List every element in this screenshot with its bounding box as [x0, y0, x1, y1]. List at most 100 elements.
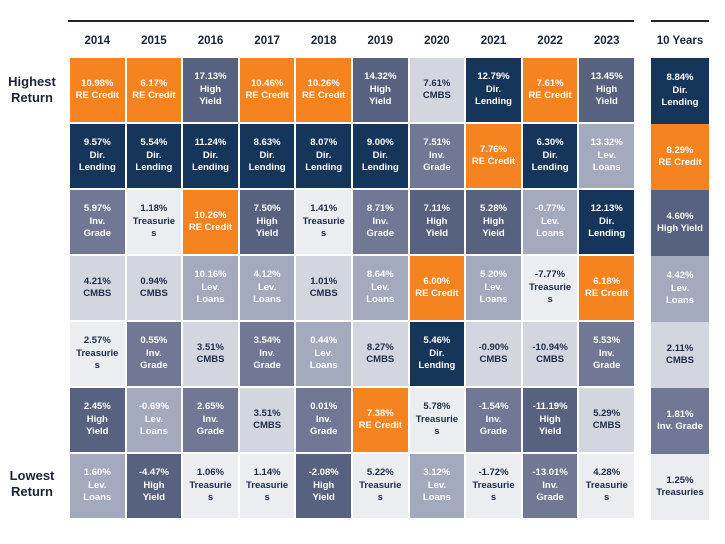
asset-class-label: Inv. Grade [309, 413, 338, 438]
asset-class-label: Lev. Loans [666, 282, 694, 307]
asset-class-label: Inv. Grade [196, 413, 225, 438]
column-header-year: 2019 [367, 35, 394, 47]
asset-class-label: Inv. Grade [140, 347, 168, 372]
asset-class-label: High Yield [595, 83, 618, 108]
return-value: 4.12% [253, 269, 281, 281]
return-cell: 1.60% Lev. Loans [70, 454, 125, 518]
return-value: 6.00% [423, 275, 451, 287]
return-value: -1.54% [478, 401, 509, 413]
return-value: 11.24% [194, 137, 227, 149]
return-cell: 8.84% Dir. Lending [651, 58, 709, 124]
return-value: 1.18% [140, 203, 168, 215]
return-value: 5.22% [366, 467, 394, 479]
asset-class-label: Dir. Lending [531, 149, 569, 174]
column-header-year: 2015 [141, 35, 167, 47]
return-cell: 1.06% Treasuries [183, 454, 238, 518]
return-cell: 9.57% Dir. Lending [70, 124, 125, 188]
asset-class-label: Treasuries [245, 479, 289, 504]
return-value: 1.01% [310, 275, 338, 287]
return-cell: 6.18% RE Credit [579, 256, 634, 320]
ten-years-column: 8.84% Dir. Lending 8.29% RE Credit 4.60% High… [651, 58, 709, 520]
asset-class-label: Lev. Loans [479, 281, 508, 306]
return-cell: 4.21% CMBS [70, 256, 125, 320]
return-value: 14.32% [364, 71, 397, 83]
return-value: -0.77% [535, 203, 566, 215]
return-value: 5.28% [480, 203, 507, 215]
return-cell: 5.20% Lev. Loans [466, 256, 521, 320]
return-value: 8.63% [253, 137, 281, 149]
asset-class-label: High Yield [482, 215, 505, 240]
return-cell: 6.30% Dir. Lending [522, 124, 578, 188]
return-cell: 2.45% High Yield [70, 388, 125, 452]
return-cell: 1.41% Treasuries [296, 190, 351, 254]
return-value: 10.46% [250, 77, 284, 89]
asset-class-label: Inv. Grade [253, 347, 281, 372]
return-value: 8.29% [666, 144, 694, 156]
return-value: 10.26% [307, 77, 340, 89]
return-value: 5.53% [593, 335, 621, 347]
return-value: 5.78% [423, 401, 451, 413]
return-value: 6.18% [593, 275, 621, 287]
return-cell: 6.00% RE Credit [409, 256, 465, 320]
returns-grid: 10.98% RE Credit 6.17% RE Credit 17.13% High … [70, 58, 634, 518]
return-cell: 5.29% CMBS [579, 388, 634, 452]
return-cell: 8.29% RE Credit [651, 124, 709, 190]
return-value: 1.41% [310, 203, 338, 215]
column-header-year: 2022 [537, 35, 563, 47]
column-header-year: 2023 [593, 35, 620, 47]
return-cell: 10.26% RE Credit [296, 58, 351, 122]
asset-class-label: RE Credit [188, 222, 233, 233]
asset-class-label: Dir. Lending [361, 149, 399, 174]
asset-class-label: Inv. Grade [423, 149, 451, 174]
asset-class-label: Lev. Loans [83, 479, 112, 504]
lowest-return-label: Lowest Return [9, 468, 55, 500]
asset-class-label: Dir. Lending [305, 149, 343, 174]
asset-class-label: Treasuries [132, 215, 176, 240]
header-rule-main [68, 20, 634, 22]
return-value: 6.17% [140, 77, 168, 89]
asset-class-label: High Yield [86, 413, 109, 438]
asset-class-label: Inv. Grade [536, 479, 564, 504]
return-cell: 4.42% Lev. Loans [651, 256, 709, 322]
return-cell: 10.98% RE Credit [70, 58, 125, 122]
asset-class-label: CMBS [479, 354, 508, 365]
return-cell: 3.51% CMBS [239, 388, 295, 452]
return-cell: 14.32% High Yield [352, 58, 408, 122]
return-cell: 5.22% Treasuries [352, 454, 408, 518]
asset-class-label: CMBS [253, 420, 282, 431]
return-value: -0.69% [138, 401, 169, 413]
return-value: 5.54% [140, 137, 168, 149]
return-value: 3.54% [253, 335, 281, 347]
asset-class-label: High Yield [255, 215, 279, 240]
return-value: 1.60% [83, 467, 111, 479]
asset-class-label: RE Credit [585, 288, 629, 299]
column-header-year: 2020 [424, 35, 450, 47]
asset-class-label: RE Credit [528, 90, 572, 101]
return-value: 10.26% [194, 209, 227, 221]
asset-class-label: RE Credit [471, 156, 516, 167]
return-value: 0.01% [310, 401, 338, 413]
return-value: 13.32% [590, 137, 623, 149]
return-value: 1.25% [666, 474, 694, 486]
return-cell: -4.47% High Yield [126, 454, 182, 518]
return-value: 2.45% [83, 401, 111, 413]
column-header-10-years: 10 Years [656, 35, 704, 47]
return-cell: 8.63% Dir. Lending [239, 124, 295, 188]
return-value: 2.65% [197, 401, 224, 413]
return-cell: 8.64% Lev. Loans [352, 256, 408, 320]
return-cell: 1.18% Treasuries [126, 190, 182, 254]
return-cell: 4.60% High Yield [651, 190, 709, 256]
return-cell: 5.97% Inv. Grade [70, 190, 125, 254]
return-value: 5.97% [83, 203, 111, 215]
asset-class-label: Treasuries [585, 479, 628, 504]
return-value: 7.51% [423, 137, 451, 149]
asset-class-label: CMBS [83, 288, 112, 299]
return-cell: 8.71% Inv. Grade [352, 190, 408, 254]
asset-class-label: Inv. Grade [366, 215, 395, 240]
return-value: 0.55% [140, 335, 168, 347]
return-value: 7.61% [536, 77, 564, 89]
return-cell: 1.81% Inv. Grade [651, 388, 709, 454]
asset-class-label: CMBS [139, 288, 168, 299]
return-cell: 5.46% Dir. Lending [409, 322, 465, 386]
return-cell: 10.16% Lev. Loans [183, 256, 238, 320]
